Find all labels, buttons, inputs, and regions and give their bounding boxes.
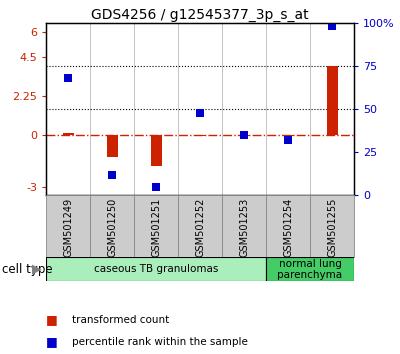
- Text: GSM501252: GSM501252: [195, 198, 205, 257]
- Bar: [90, 195, 134, 257]
- Text: GSM501250: GSM501250: [107, 198, 117, 257]
- Text: normal lung
parenchyma: normal lung parenchyma: [278, 258, 342, 280]
- Bar: [62, 133, 74, 135]
- Point: [329, 24, 335, 29]
- Bar: [282, 135, 294, 136]
- Bar: [194, 135, 206, 136]
- Point: [65, 75, 71, 81]
- Text: GSM501251: GSM501251: [151, 198, 161, 257]
- Bar: [266, 195, 310, 257]
- Point: [153, 184, 159, 190]
- Bar: [222, 195, 266, 257]
- Point: [197, 110, 203, 115]
- Text: GSM501255: GSM501255: [327, 198, 337, 257]
- Text: GSM501254: GSM501254: [283, 198, 293, 257]
- Text: GSM501253: GSM501253: [239, 198, 249, 257]
- Bar: [150, 135, 162, 166]
- Bar: [178, 195, 222, 257]
- Text: GSM501249: GSM501249: [63, 198, 73, 257]
- Point: [241, 132, 247, 138]
- Text: ▶: ▶: [32, 263, 42, 276]
- Point: [109, 172, 115, 178]
- Bar: [46, 195, 90, 257]
- Bar: [238, 135, 250, 136]
- Text: percentile rank within the sample: percentile rank within the sample: [72, 337, 248, 347]
- Text: caseous TB granulomas: caseous TB granulomas: [94, 264, 218, 274]
- Bar: [46, 257, 266, 281]
- Point: [285, 137, 291, 143]
- Text: ■: ■: [46, 313, 58, 326]
- Bar: [266, 257, 354, 281]
- Bar: [106, 135, 118, 158]
- Bar: [326, 66, 338, 135]
- Text: ■: ■: [46, 335, 58, 348]
- Text: transformed count: transformed count: [72, 315, 169, 325]
- Title: GDS4256 / g12545377_3p_s_at: GDS4256 / g12545377_3p_s_at: [91, 8, 309, 22]
- Bar: [310, 195, 354, 257]
- Text: cell type: cell type: [2, 263, 53, 276]
- Bar: [134, 195, 178, 257]
